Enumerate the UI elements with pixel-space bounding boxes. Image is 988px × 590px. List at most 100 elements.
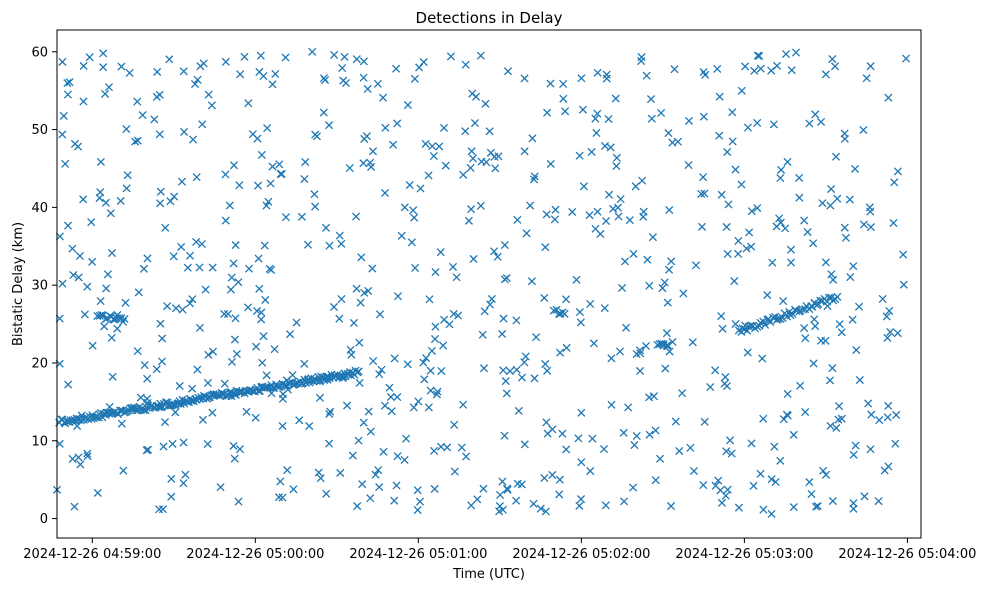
y-tick-label: 30 (31, 279, 48, 294)
data-point (899, 250, 908, 259)
data-point (316, 474, 325, 483)
data-point (420, 375, 429, 384)
data-point (283, 466, 292, 475)
data-point (753, 118, 762, 127)
data-point (811, 110, 820, 119)
data-point (734, 249, 743, 258)
data-point (467, 501, 476, 510)
data-point (446, 52, 456, 61)
data-point (403, 100, 412, 110)
data-point (850, 164, 860, 173)
data-point (530, 172, 539, 181)
data-point (649, 392, 658, 401)
data-point (448, 262, 458, 271)
data-point (107, 248, 117, 258)
data-point (415, 497, 425, 506)
data-point (884, 93, 893, 102)
data-point (541, 507, 550, 516)
data-point (481, 99, 490, 108)
data-point (529, 175, 539, 184)
data-point (646, 95, 656, 104)
data-point (575, 308, 584, 317)
data-point (812, 502, 821, 511)
data-point (275, 160, 284, 169)
data-point (75, 251, 84, 261)
data-point (637, 57, 646, 66)
data-point (104, 83, 114, 92)
data-point (185, 299, 195, 308)
data-point (629, 249, 638, 258)
data-point (760, 320, 770, 329)
data-point (614, 212, 623, 221)
data-point (257, 308, 266, 317)
data-point (599, 445, 609, 454)
data-point (152, 365, 161, 374)
data-point (801, 408, 810, 417)
data-point (94, 413, 103, 422)
data-point (70, 139, 79, 148)
data-point (496, 490, 505, 500)
data-point (355, 338, 364, 347)
data-point (734, 503, 744, 512)
data-point (741, 62, 750, 71)
data-point (359, 159, 368, 168)
data-point (500, 275, 509, 284)
data-point (450, 467, 459, 476)
data-point (357, 253, 366, 262)
data-point (445, 320, 454, 329)
data-point (829, 275, 838, 284)
data-point (59, 111, 68, 120)
data-point (787, 66, 796, 75)
data-point (697, 222, 707, 231)
data-point (353, 502, 362, 511)
data-point (262, 371, 271, 380)
data-point (136, 393, 145, 402)
data-point (268, 162, 277, 171)
data-point (105, 402, 114, 411)
data-point (244, 303, 253, 312)
data-point (140, 361, 149, 370)
data-point (601, 216, 611, 226)
data-point (530, 374, 539, 383)
data-point (866, 223, 875, 232)
data-point (301, 157, 310, 167)
data-point (512, 365, 521, 374)
data-point (664, 129, 673, 138)
data-point (837, 328, 846, 337)
data-point (64, 380, 73, 389)
data-point (830, 62, 840, 71)
data-point (781, 224, 790, 233)
data-point (337, 239, 346, 248)
data-point (647, 114, 656, 123)
data-point (771, 477, 780, 486)
data-point (467, 205, 476, 214)
data-point (380, 188, 390, 198)
data-point (261, 295, 270, 304)
data-point (498, 477, 507, 486)
data-point (699, 173, 708, 182)
data-point (617, 283, 627, 293)
data-point (103, 270, 112, 279)
data-point (79, 97, 88, 106)
data-point (711, 481, 720, 490)
data-point (883, 413, 892, 422)
data-point (421, 139, 430, 148)
data-point (208, 263, 217, 272)
data-point (159, 442, 168, 451)
data-point (389, 140, 398, 149)
data-point (577, 458, 586, 467)
data-point (117, 62, 126, 71)
data-point (480, 307, 489, 316)
data-point (259, 332, 268, 341)
data-point (258, 358, 267, 367)
data-point (341, 78, 351, 88)
data-point (175, 381, 184, 391)
data-point (227, 357, 237, 366)
data-point (325, 241, 334, 250)
data-point (409, 206, 418, 215)
data-point (642, 71, 651, 80)
data-point (315, 393, 325, 402)
data-point (168, 439, 177, 448)
data-point (795, 193, 804, 202)
data-point (562, 343, 571, 352)
